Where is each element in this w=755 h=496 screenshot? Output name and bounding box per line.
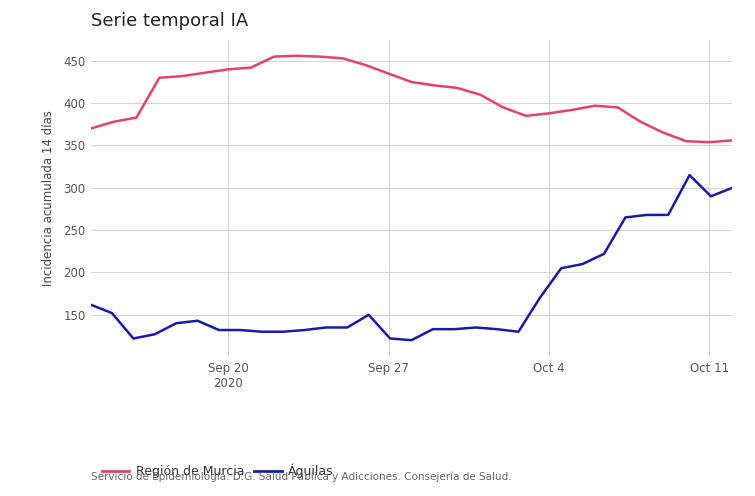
Text: Serie temporal IA: Serie temporal IA (91, 12, 248, 30)
Legend: Región de Murcia, Águilas: Región de Murcia, Águilas (97, 459, 338, 483)
Text: Servicio de Epidemiología. D.G. Salud Pública y Adicciones. Consejería de Salud.: Servicio de Epidemiología. D.G. Salud Pú… (91, 471, 511, 482)
Y-axis label: Incidencia acumulada 14 días: Incidencia acumulada 14 días (42, 111, 55, 286)
